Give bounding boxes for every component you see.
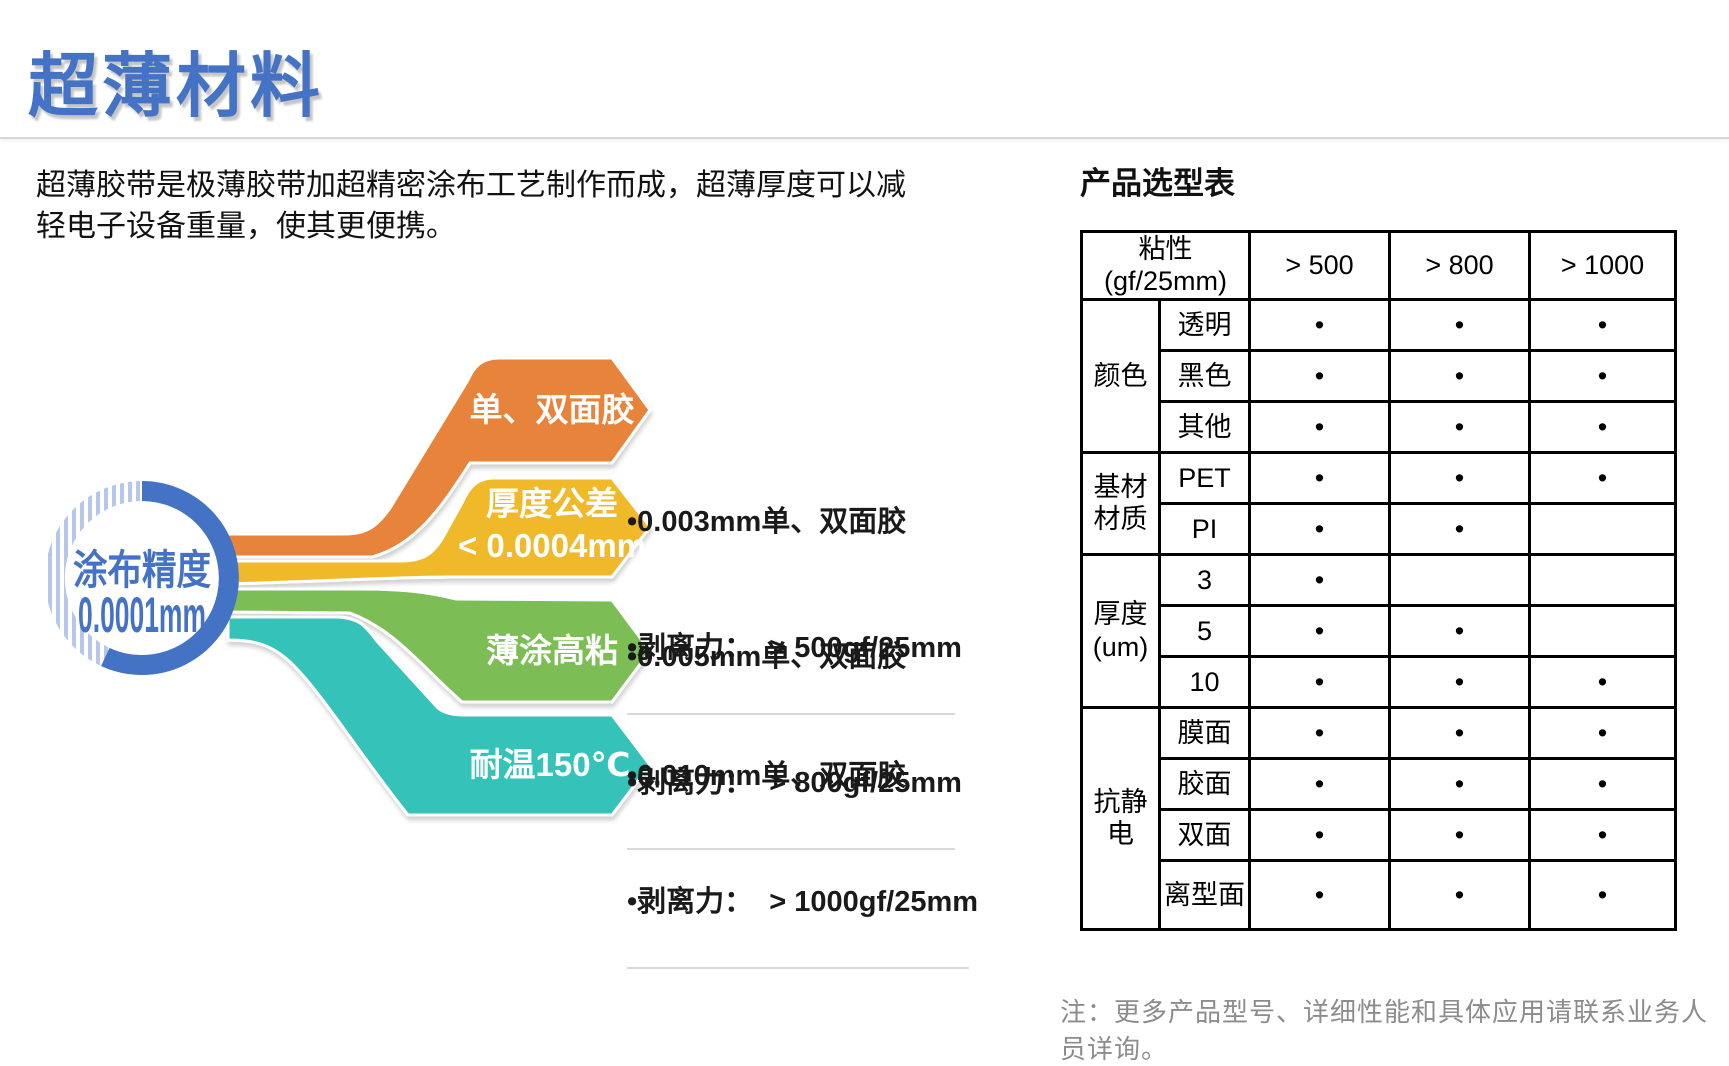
- annotation-line: •0.003mm单、双面胶: [627, 506, 907, 538]
- table-sub-label: 其他: [1158, 399, 1251, 454]
- dot-cell: •: [1528, 399, 1677, 454]
- hub-ring-solid-arc: [101, 481, 239, 675]
- branch-label-thickness-tolerance: 厚度公差: [486, 485, 618, 522]
- dot-cell: •: [1528, 654, 1677, 709]
- table-sub-label: 10: [1158, 654, 1251, 709]
- hub-label-line2: 0.0001mm: [78, 587, 206, 643]
- dot-cell: •: [1388, 756, 1531, 811]
- branch-label-heat-resistance: 耐温150℃: [469, 746, 630, 783]
- dot-cell: •: [1248, 348, 1391, 403]
- dot-cell: •: [1248, 705, 1391, 760]
- dot-cell: •: [1248, 756, 1391, 811]
- table-sub-label: PET: [1158, 450, 1251, 505]
- table-sub-label: 双面: [1158, 807, 1251, 862]
- table-corner-header: 粘性 (gf/25mm): [1080, 230, 1251, 301]
- dot-cell: •: [1388, 654, 1531, 709]
- dot-cell: •: [1388, 807, 1531, 862]
- dot-cell: [1388, 552, 1531, 607]
- table-sub-label: 胶面: [1158, 756, 1251, 811]
- dot-cell: •: [1388, 399, 1531, 454]
- intro-paragraph: 超薄胶带是极薄胶带加超精密涂布工艺制作而成，超薄厚度可以减轻电子设备重量，使其更…: [36, 169, 906, 243]
- dot-cell: •: [1248, 654, 1391, 709]
- branch-band-thickness-tolerance: [226, 476, 652, 586]
- annotation-peel-800: •0.005mm单、双面胶 •剥离力： > 800gf/25mm: [627, 552, 962, 850]
- hub-label-line1: 涂布精度: [73, 547, 211, 593]
- branch-band-single-double-tape: [226, 356, 652, 559]
- table-sub-label: 3: [1158, 552, 1251, 607]
- table-group-antistatic: 抗静 电: [1080, 705, 1161, 931]
- dot-cell: •: [1248, 858, 1391, 931]
- dot-cell: •: [1388, 705, 1531, 760]
- table-sub-label: 黑色: [1158, 348, 1251, 403]
- dot-cell: •: [1248, 552, 1391, 607]
- dot-cell: •: [1388, 603, 1531, 658]
- table-group-color: 颜色: [1080, 297, 1161, 454]
- dot-cell: •: [1388, 348, 1531, 403]
- annotation-line: •0.005mm单、双面胶: [627, 641, 907, 673]
- header-divider-line: [0, 137, 1729, 139]
- hub-ring-striped-arc: [44, 480, 143, 666]
- table-group-substrate: 基材 材质: [1080, 450, 1161, 556]
- dot-cell: •: [1248, 450, 1391, 505]
- table-sub-label: 膜面: [1158, 705, 1251, 760]
- dot-cell: •: [1528, 297, 1677, 352]
- dot-cell: •: [1528, 705, 1677, 760]
- dot-cell: •: [1528, 807, 1677, 862]
- annotation-line: •剥离力： > 500gf/25mm: [627, 632, 962, 664]
- dot-cell: •: [1248, 399, 1391, 454]
- table-group-thickness: 厚度 (um): [1080, 552, 1161, 709]
- dot-cell: •: [1248, 297, 1391, 352]
- table-col-header-500: > 500: [1248, 230, 1391, 301]
- dot-cell: •: [1388, 450, 1531, 505]
- dot-cell: •: [1528, 858, 1677, 931]
- dot-cell: •: [1528, 348, 1677, 403]
- dot-cell: •: [1388, 297, 1531, 352]
- table-sub-label: 5: [1158, 603, 1251, 658]
- annotation-line: •0.010mm单、双面胶: [627, 760, 907, 792]
- annotation-line: •剥离力： > 1000gf/25mm: [627, 886, 979, 918]
- table-section-title: 产品选型表: [1080, 166, 1235, 201]
- table-sub-label: PI: [1158, 501, 1251, 556]
- page-title: 超薄材料: [28, 47, 324, 125]
- dot-cell: •: [1248, 807, 1391, 862]
- table-col-header-800: > 800: [1388, 230, 1531, 301]
- annotation-peel-500: •0.003mm单、双面胶 •剥离力： > 500gf/25mm: [627, 417, 962, 715]
- dot-cell: •: [1528, 450, 1677, 505]
- branch-label-single-double-tape: 单、双面胶: [470, 391, 635, 428]
- table-col-header-1000: > 1000: [1528, 230, 1677, 301]
- annotation-line: •剥离力： > 800gf/25mm: [627, 767, 962, 799]
- branch-band-thin-coat-high-tack: [226, 587, 652, 704]
- dot-cell: [1528, 501, 1677, 556]
- footnote: 注：更多产品型号、详细性能和具体应用请联系业务人员详询。: [1060, 997, 1709, 1064]
- table-sub-label: 透明: [1158, 297, 1251, 352]
- dot-cell: [1528, 552, 1677, 607]
- annotation-peel-1000: •0.010mm单、双面胶 •剥离力： > 1000gf/25mm: [627, 671, 979, 969]
- dot-cell: •: [1388, 501, 1531, 556]
- branch-label-thin-coat-high-tack: 薄涂高粘: [486, 632, 618, 669]
- dot-cell: •: [1248, 603, 1391, 658]
- product-selection-table: 粘性 (gf/25mm) > 500 > 800 > 1000 颜色 透明 • …: [1080, 230, 1677, 931]
- table-sub-label: 离型面: [1158, 858, 1251, 931]
- dot-cell: •: [1248, 501, 1391, 556]
- branch-label-thickness-tolerance-value: < 0.0004mm: [458, 527, 646, 564]
- dot-cell: [1528, 603, 1677, 658]
- capability-diagram: 涂布精度 0.0001mm 单、双面胶 厚度公差 < 0.0004mm 薄涂高粘…: [44, 356, 652, 817]
- branch-band-heat-resistance: [226, 615, 652, 817]
- dot-cell: •: [1528, 756, 1677, 811]
- dot-cell: •: [1388, 858, 1531, 931]
